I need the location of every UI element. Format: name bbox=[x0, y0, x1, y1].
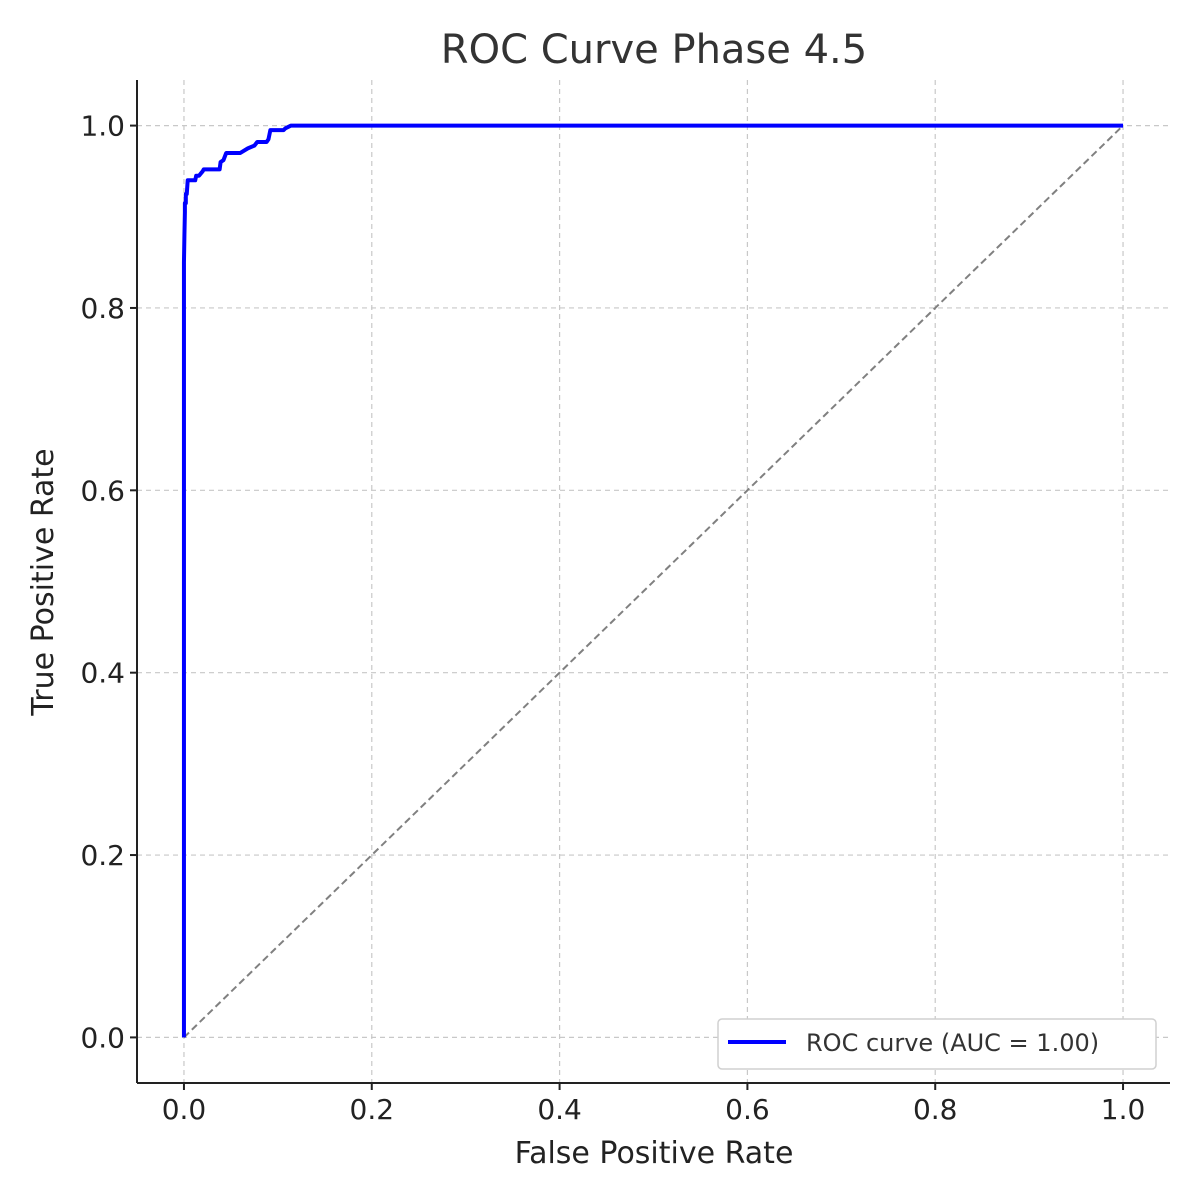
chart-title: ROC Curve Phase 4.5 bbox=[441, 27, 867, 73]
x-tick-label: 0.0 bbox=[162, 1093, 207, 1126]
y-tick-label: 0.6 bbox=[80, 474, 125, 507]
y-tick-label: 1.0 bbox=[80, 110, 125, 143]
x-tick-label: 0.8 bbox=[913, 1093, 958, 1126]
y-tick-label: 0.0 bbox=[80, 1021, 125, 1054]
x-tick-label: 0.6 bbox=[725, 1093, 770, 1126]
x-axis-label: False Positive Rate bbox=[515, 1136, 794, 1171]
chance-diagonal-line bbox=[183, 124, 1124, 1039]
y-tick-label: 0.8 bbox=[80, 292, 125, 325]
legend-box bbox=[717, 1018, 1157, 1070]
roc-curve-line bbox=[181, 123, 1124, 1038]
axes-layer: 0.0 0.2 0.4 0.6 0.8 1.0 0.0 0.2 0.4 0.6 0.8 1.0 bbox=[80, 80, 1170, 1126]
y-axis-label: True Positive Rate bbox=[26, 448, 61, 716]
y-tick-label: 0.4 bbox=[80, 657, 125, 690]
y-tick-label: 0.2 bbox=[80, 839, 125, 872]
x-tick-label: 1.0 bbox=[1101, 1093, 1146, 1126]
x-tick-label: 0.2 bbox=[350, 1093, 395, 1126]
x-tick-label: 0.4 bbox=[537, 1093, 582, 1126]
legend-label: ROC curve (AUC = 1.00) bbox=[806, 1029, 1099, 1057]
legend: ROC curve (AUC = 1.00) bbox=[717, 1018, 1157, 1070]
series-layer bbox=[181, 123, 1124, 1039]
